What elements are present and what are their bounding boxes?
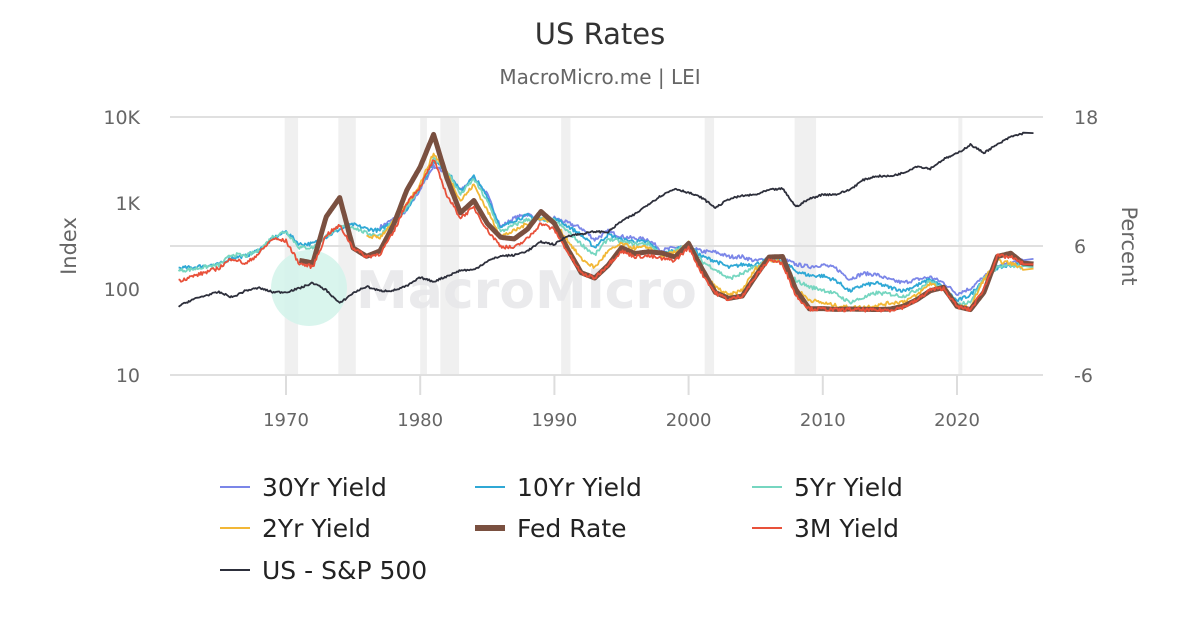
- series-line-30yr-yield: [379, 163, 1034, 296]
- y-left-tick-label: 10K: [103, 107, 140, 129]
- x-tick-label: 1970: [263, 410, 309, 431]
- series-lines: [177, 131, 1034, 313]
- y-right-axis-label: Percent: [1117, 206, 1141, 285]
- legend-item[interactable]: 2Yr Yield: [220, 514, 371, 543]
- y-right-tick-label: 18: [1074, 107, 1098, 129]
- legend-item[interactable]: 10Yr Yield: [475, 473, 642, 502]
- legend-label: 3M Yield: [794, 514, 899, 543]
- axes: 1970 1980 1990 2000 2010 2020 10 100 1K 10K -6 6 18: [103, 107, 1098, 431]
- y-right-tick-label: -6: [1074, 365, 1093, 387]
- x-tick-label: 2020: [934, 410, 980, 431]
- x-tick-label: 1990: [531, 410, 577, 431]
- x-tick-label: 2010: [800, 410, 846, 431]
- y-left-tick-label: 10: [116, 365, 140, 387]
- legend-label: US - S&P 500: [262, 556, 427, 585]
- legend-item[interactable]: 30Yr Yield: [220, 473, 387, 502]
- legend: 30Yr Yield 10Yr Yield 5Yr Yield 2Yr Yield Fe…: [220, 473, 903, 585]
- legend-label: Fed Rate: [517, 514, 627, 543]
- chart-title: US Rates: [535, 17, 665, 51]
- legend-item[interactable]: US - S&P 500: [220, 556, 427, 585]
- watermark: MacroMicro: [271, 250, 697, 326]
- legend-label: 10Yr Yield: [517, 473, 642, 502]
- y-left-tick-label: 1K: [115, 193, 140, 215]
- watermark-text: MacroMicro: [356, 261, 697, 321]
- legend-item[interactable]: Fed Rate: [475, 514, 627, 543]
- x-tick-label: 1980: [397, 410, 443, 431]
- series-line-3m-yield: [178, 159, 1034, 313]
- legend-label: 2Yr Yield: [262, 514, 371, 543]
- watermark-logo-icon: [271, 250, 347, 326]
- y-left-tick-label: 100: [104, 279, 140, 301]
- legend-label: 30Yr Yield: [262, 473, 387, 502]
- y-left-axis-label: Index: [57, 217, 81, 275]
- legend-item[interactable]: 5Yr Yield: [752, 473, 903, 502]
- legend-label: 5Yr Yield: [794, 473, 903, 502]
- chart-subtitle: MacroMicro.me | LEI: [499, 65, 700, 89]
- x-tick-label: 2000: [666, 410, 712, 431]
- y-right-tick-label: 6: [1074, 236, 1086, 258]
- series-line-us-s-p-500: [178, 131, 1034, 308]
- legend-item[interactable]: 3M Yield: [752, 514, 899, 543]
